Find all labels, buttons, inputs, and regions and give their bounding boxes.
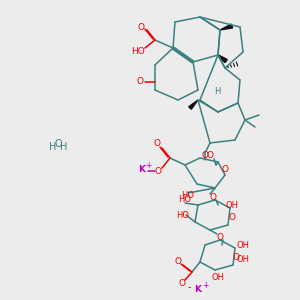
Text: +: + xyxy=(202,281,208,290)
Text: O: O xyxy=(217,232,224,242)
Text: O: O xyxy=(221,166,229,175)
Text: HO: HO xyxy=(182,191,194,200)
Text: O: O xyxy=(154,167,161,176)
Text: O: O xyxy=(232,254,239,262)
Text: OH: OH xyxy=(226,200,238,209)
Text: H: H xyxy=(214,88,220,97)
Text: O: O xyxy=(206,151,214,160)
Text: K: K xyxy=(139,166,145,175)
Text: H: H xyxy=(49,142,57,152)
Text: O: O xyxy=(154,140,160,148)
Text: O: O xyxy=(229,214,236,223)
Text: OH: OH xyxy=(236,256,250,265)
Polygon shape xyxy=(218,55,227,62)
Text: H: H xyxy=(60,142,68,152)
Polygon shape xyxy=(189,100,198,109)
Text: O: O xyxy=(175,257,182,266)
Text: O: O xyxy=(202,151,208,160)
Text: O: O xyxy=(209,193,217,202)
Text: OH: OH xyxy=(236,242,250,250)
Text: HO: HO xyxy=(176,211,190,220)
Text: O: O xyxy=(54,139,62,149)
Text: HO: HO xyxy=(178,196,191,205)
Text: O: O xyxy=(136,77,143,86)
Polygon shape xyxy=(220,24,233,30)
Text: O: O xyxy=(178,280,185,289)
Text: O: O xyxy=(137,22,145,32)
Text: -: - xyxy=(187,282,191,292)
Text: OH: OH xyxy=(212,272,224,281)
Text: HO: HO xyxy=(131,46,145,56)
Text: +: + xyxy=(145,160,151,169)
Text: K: K xyxy=(194,286,202,295)
Polygon shape xyxy=(218,55,227,62)
